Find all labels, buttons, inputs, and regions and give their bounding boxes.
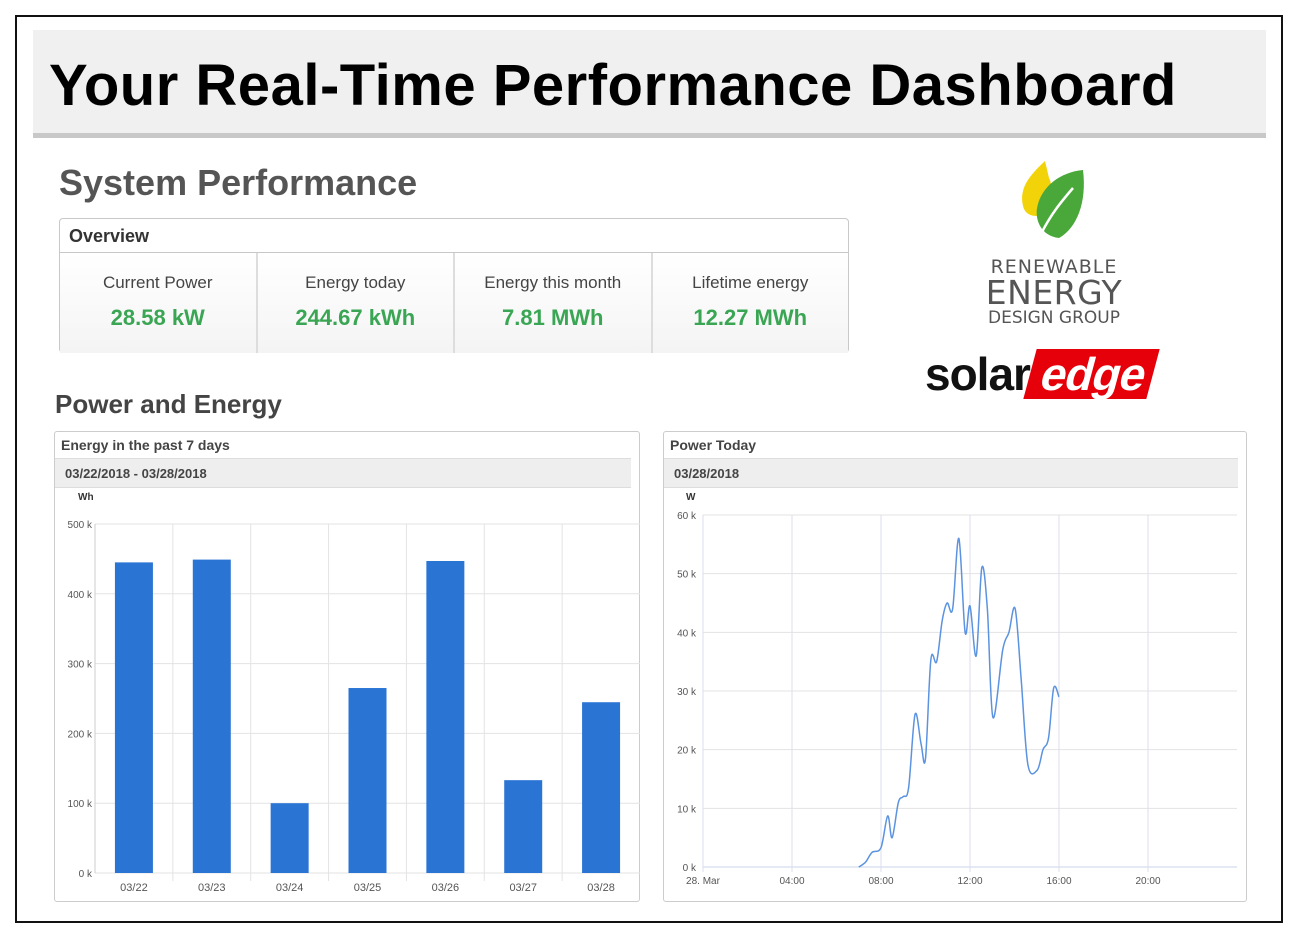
power-chart-panel: Power Today 03/28/2018	[663, 431, 1247, 902]
x-tick-label: 03/25	[354, 882, 382, 894]
page-title: Your Real-Time Performance Dashboard	[49, 53, 1177, 118]
tile-value: 7.81 MWh	[502, 305, 604, 330]
power-energy-title: Power and Energy	[55, 389, 282, 419]
tile-value: 244.67 kWh	[295, 305, 416, 330]
tile-lifetime-energy: Lifetime energy 12.27 MWh	[652, 253, 848, 353]
x-tick-label: 08:00	[868, 876, 893, 887]
x-tick-label: 28. Mar	[686, 876, 721, 887]
panel-title: Power Today	[670, 437, 757, 453]
y-tick-label: 30 k	[677, 687, 697, 698]
bar-03/26	[426, 560, 465, 873]
date-range: 03/22/2018 - 03/28/2018	[55, 458, 631, 488]
x-tick-label: 04:00	[779, 876, 804, 887]
tile-energy-month: Energy this month 7.81 MWh	[455, 253, 653, 353]
logo-text: solar	[925, 348, 1031, 400]
y-tick-label: 100 k	[68, 799, 93, 810]
logo-line: RENEWABLE	[990, 256, 1118, 278]
x-tick-label: 03/24	[276, 882, 304, 894]
tile-value: 28.58 kW	[110, 305, 205, 330]
logo-line: ENERGY	[985, 273, 1123, 312]
x-tick-label: 03/28	[587, 882, 615, 894]
tile-label: Energy this month	[484, 273, 622, 292]
x-tick-label: 20:00	[1135, 876, 1160, 887]
bar-03/24	[270, 803, 309, 873]
y-tick-label: 0 k	[79, 869, 93, 880]
x-tick-label: 12:00	[957, 876, 982, 887]
bar-03/22	[114, 562, 153, 873]
leaf-logo-icon	[1022, 161, 1084, 238]
tile-label: Lifetime energy	[692, 273, 809, 292]
bar-03/27	[504, 780, 543, 873]
y-tick-label: 300 k	[68, 660, 93, 671]
date-label: 03/28/2018	[664, 458, 1238, 488]
x-tick-label: 03/22	[120, 882, 148, 894]
y-tick-label: 200 k	[68, 729, 93, 740]
solaredge-logo: solar edge	[925, 348, 1161, 400]
x-tick-label: 03/26	[432, 882, 460, 894]
company-logo: RENEWABLE ENERGY DESIGN GROUP	[984, 257, 1124, 327]
page-frame	[15, 15, 1283, 923]
y-tick-label: 500 k	[68, 520, 93, 531]
x-tick-label: 03/27	[509, 882, 537, 894]
section-title: System Performance	[59, 162, 418, 203]
tile-label: Energy today	[305, 273, 406, 292]
y-tick-label: 400 k	[68, 590, 93, 601]
logo-line: DESIGN GROUP	[988, 308, 1120, 328]
y-tick-label: 40 k	[677, 628, 697, 639]
overview-panel: Overview Current Power 28.58 kW Energy to…	[59, 218, 849, 353]
y-tick-label: 10 k	[677, 804, 697, 815]
tile-current-power: Current Power 28.58 kW	[60, 253, 258, 353]
bar-03/25	[348, 688, 387, 873]
x-tick-label: 16:00	[1046, 876, 1071, 887]
tile-value: 12.27 MWh	[693, 305, 808, 330]
y-tick-label: 60 k	[677, 511, 697, 522]
bar-03/28	[582, 702, 621, 873]
y-tick-label: 0 k	[683, 863, 697, 874]
y-axis-unit: Wh	[78, 492, 94, 503]
tile-label: Current Power	[102, 273, 213, 292]
tile-energy-today: Energy today 244.67 kWh	[257, 253, 455, 353]
header-banner: Your Real-Time Performance Dashboard	[33, 30, 1266, 138]
y-tick-label: 50 k	[677, 570, 697, 581]
power-line	[858, 537, 1060, 868]
y-axis-unit: W	[686, 492, 696, 503]
panel-title: Energy in the past 7 days	[61, 437, 230, 453]
y-tick-label: 20 k	[677, 746, 697, 757]
overview-title: Overview	[60, 219, 848, 253]
bar-03/23	[192, 559, 231, 873]
x-tick-label: 03/23	[198, 882, 226, 894]
